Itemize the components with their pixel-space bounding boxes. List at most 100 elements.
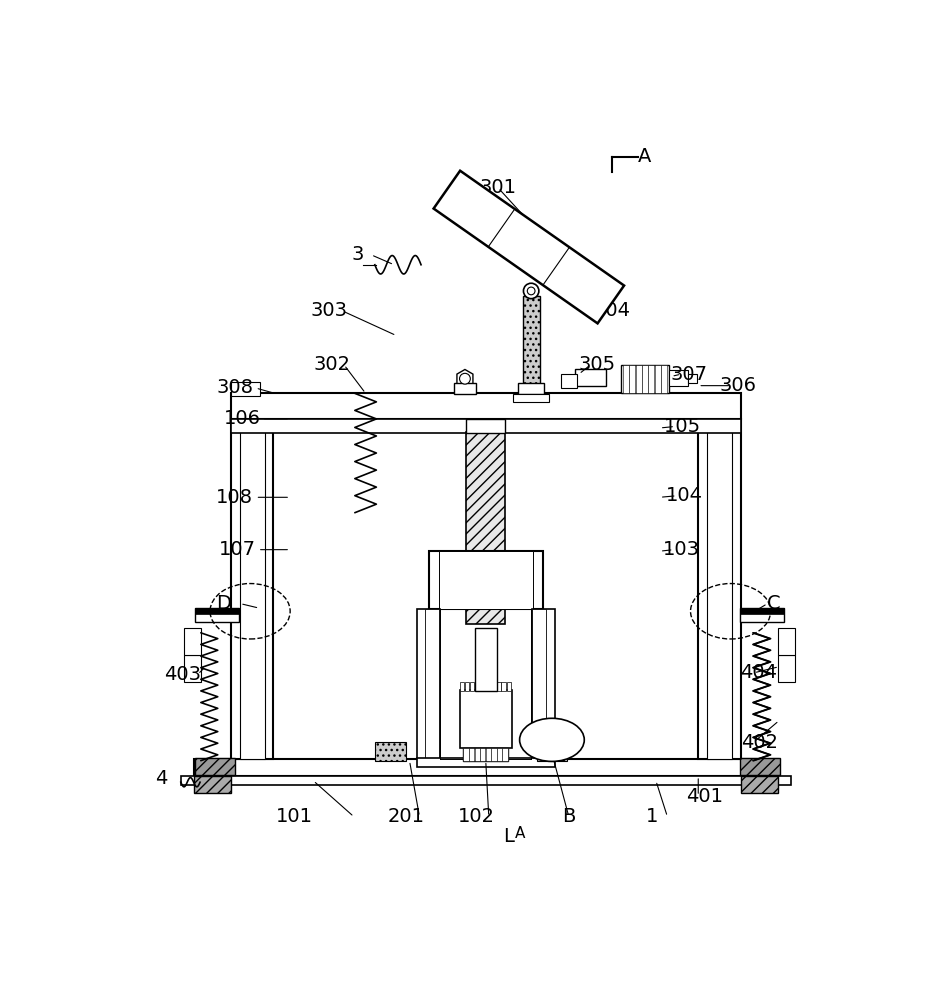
Bar bbox=[194, 759, 777, 776]
Bar bbox=[459, 690, 512, 748]
Bar bbox=[475, 628, 496, 691]
Bar bbox=[707, 419, 732, 759]
Circle shape bbox=[524, 283, 539, 299]
Text: 201: 201 bbox=[387, 807, 424, 826]
Bar bbox=[491, 682, 495, 691]
Bar bbox=[669, 370, 688, 386]
Bar bbox=[470, 682, 474, 691]
Text: 105: 105 bbox=[664, 417, 702, 436]
Bar bbox=[455, 383, 475, 394]
Text: 301: 301 bbox=[479, 178, 516, 197]
Bar bbox=[465, 682, 470, 691]
Bar bbox=[503, 748, 508, 761]
Text: A: A bbox=[514, 826, 525, 841]
Bar bbox=[231, 419, 273, 759]
Bar bbox=[184, 655, 201, 682]
Bar bbox=[513, 394, 549, 402]
Ellipse shape bbox=[520, 718, 584, 761]
Bar bbox=[623, 365, 629, 393]
Text: A: A bbox=[637, 147, 651, 166]
Bar bbox=[463, 748, 469, 761]
Text: 403: 403 bbox=[164, 665, 201, 684]
Bar bbox=[575, 369, 606, 386]
Bar bbox=[241, 419, 265, 759]
Bar bbox=[231, 419, 741, 433]
Bar bbox=[467, 419, 505, 433]
Bar bbox=[496, 682, 501, 691]
Bar bbox=[486, 748, 491, 761]
Text: 108: 108 bbox=[216, 488, 253, 507]
Text: 307: 307 bbox=[670, 365, 707, 384]
Text: C: C bbox=[767, 594, 780, 613]
Bar bbox=[688, 374, 698, 383]
Text: 401: 401 bbox=[686, 787, 723, 806]
Circle shape bbox=[459, 373, 471, 384]
Bar bbox=[438, 551, 533, 609]
Text: 303: 303 bbox=[311, 301, 348, 320]
Text: 3: 3 bbox=[351, 245, 364, 264]
Bar bbox=[375, 742, 405, 761]
Text: 106: 106 bbox=[223, 409, 261, 428]
Bar bbox=[184, 628, 201, 655]
Bar bbox=[635, 365, 641, 393]
Bar bbox=[195, 758, 235, 774]
Bar bbox=[523, 296, 540, 394]
Bar bbox=[429, 551, 543, 609]
Bar bbox=[231, 382, 260, 396]
Bar bbox=[661, 365, 667, 393]
Text: 4: 4 bbox=[154, 769, 167, 788]
Text: L: L bbox=[504, 827, 514, 846]
Bar bbox=[532, 609, 555, 759]
Bar bbox=[231, 393, 741, 419]
Bar bbox=[425, 609, 438, 759]
Bar bbox=[463, 748, 508, 761]
Bar bbox=[469, 748, 474, 761]
Bar bbox=[467, 432, 505, 624]
Text: 404: 404 bbox=[740, 663, 777, 682]
Bar bbox=[537, 742, 567, 761]
Text: 1: 1 bbox=[646, 807, 658, 826]
Circle shape bbox=[527, 287, 535, 295]
Bar bbox=[480, 748, 485, 761]
Bar bbox=[418, 758, 555, 767]
Text: 102: 102 bbox=[458, 807, 495, 826]
Bar bbox=[778, 655, 795, 682]
Bar bbox=[194, 776, 231, 793]
Bar bbox=[418, 609, 440, 759]
Bar bbox=[741, 776, 777, 793]
Text: 402: 402 bbox=[742, 733, 778, 752]
Bar bbox=[740, 608, 784, 614]
Bar bbox=[195, 608, 240, 622]
Text: 308: 308 bbox=[216, 378, 253, 397]
Bar bbox=[642, 365, 648, 393]
Bar bbox=[778, 628, 795, 655]
Bar bbox=[501, 682, 506, 691]
Polygon shape bbox=[434, 171, 624, 323]
Bar bbox=[459, 682, 464, 691]
Bar bbox=[480, 682, 485, 691]
Bar bbox=[491, 748, 496, 761]
Bar bbox=[740, 608, 784, 622]
Bar bbox=[629, 365, 635, 393]
Text: 302: 302 bbox=[314, 355, 351, 374]
Text: 103: 103 bbox=[663, 540, 700, 559]
Bar bbox=[475, 682, 480, 691]
Bar bbox=[181, 776, 791, 785]
Bar bbox=[518, 383, 545, 394]
Bar bbox=[698, 419, 741, 759]
Bar bbox=[621, 365, 669, 393]
Text: 107: 107 bbox=[220, 540, 257, 559]
Text: 104: 104 bbox=[666, 486, 703, 505]
Bar bbox=[532, 609, 545, 759]
Bar bbox=[740, 758, 780, 774]
Text: 101: 101 bbox=[276, 807, 313, 826]
Bar bbox=[649, 365, 654, 393]
Bar bbox=[497, 748, 502, 761]
Text: D: D bbox=[216, 594, 230, 613]
Bar bbox=[507, 682, 511, 691]
Text: 305: 305 bbox=[578, 355, 616, 374]
Polygon shape bbox=[457, 369, 473, 388]
Text: 306: 306 bbox=[720, 376, 757, 395]
Bar bbox=[562, 374, 577, 388]
Bar bbox=[195, 608, 240, 614]
